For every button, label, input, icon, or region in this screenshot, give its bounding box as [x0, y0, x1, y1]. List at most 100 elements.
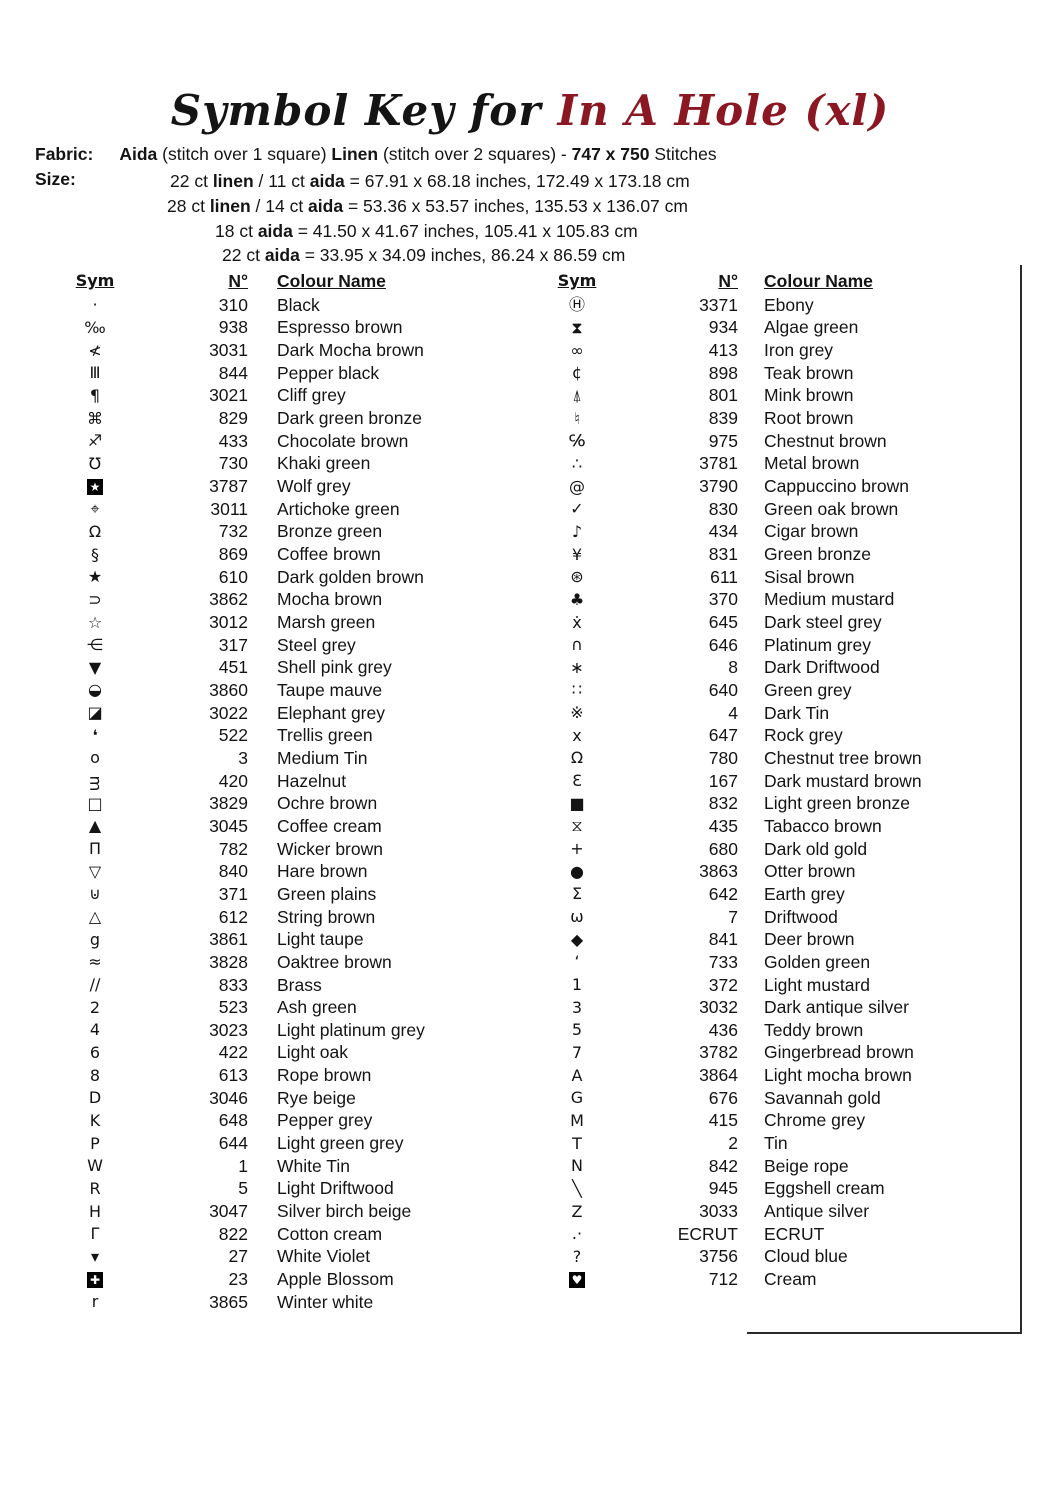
- thread-number: 3787: [209, 476, 248, 497]
- thread-number: 317: [218, 634, 248, 655]
- thread-number: 4: [728, 702, 738, 723]
- thread-number: 712: [708, 1269, 738, 1290]
- colour-name: White Tin: [277, 1155, 350, 1176]
- table-row: D 3046 Rye beige: [60, 1087, 540, 1110]
- table-row: ※ 4 Dark Tin: [542, 702, 1022, 725]
- stitch-symbol: ⍋: [572, 385, 582, 405]
- stitch-symbol: ‰: [84, 317, 106, 337]
- stitch-symbol: ▾: [90, 1246, 100, 1266]
- table-row: ∩ 646 Platinum grey: [542, 634, 1022, 657]
- thread-number: 1: [238, 1155, 248, 1176]
- table-row: ℅ 975 Chestnut brown: [542, 430, 1022, 453]
- table-row: □ 3829 Ochre brown: [60, 792, 540, 815]
- stitch-symbol: ♐: [87, 431, 103, 451]
- colour-name: Beige rope: [764, 1155, 849, 1176]
- stitch-symbol: ‘: [574, 952, 580, 972]
- colour-name: Teak brown: [764, 362, 854, 383]
- stitch-symbol: ◪: [87, 703, 103, 723]
- thread-number: 646: [708, 634, 738, 655]
- stitch-symbol: N: [571, 1156, 583, 1176]
- text-segment: aida: [309, 171, 345, 191]
- stitch-symbol: .·: [571, 1224, 583, 1244]
- thread-number: 644: [218, 1133, 248, 1154]
- stitch-symbol: 1: [571, 975, 583, 995]
- table-row: 8 613 Rope brown: [60, 1064, 540, 1087]
- inverse-stitch-symbol: ♥: [569, 1271, 585, 1288]
- thread-number: 645: [708, 612, 738, 633]
- colour-name: Espresso brown: [277, 317, 403, 338]
- inverse-stitch-symbol: ✚: [87, 1271, 103, 1288]
- thread-number: 3022: [209, 702, 248, 723]
- stitch-symbol: ╲: [572, 1178, 582, 1198]
- stitch-symbol: ∕∕: [89, 975, 101, 995]
- thread-number: 844: [218, 362, 248, 383]
- table-row: ∕∕ 833 Brass: [60, 974, 540, 997]
- colour-name: Apple Blossom: [277, 1269, 394, 1290]
- stitch-symbol: x: [572, 725, 582, 745]
- stitch-symbol: ∩: [571, 635, 583, 655]
- stitch-symbol: Π: [88, 839, 102, 859]
- text-segment: = 53.36 x 53.57 inches, 135.53 x 136.07 …: [343, 195, 688, 216]
- table-row: 2 523 Ash green: [60, 996, 540, 1019]
- table-row: ■ 832 Light green bronze: [542, 792, 1022, 815]
- table-row: ¥831 Green bronze: [542, 543, 1022, 566]
- stitch-symbol: ∗: [570, 657, 584, 677]
- table-row: ∷ 640 Green grey: [542, 679, 1022, 702]
- size-line: 22 ct aida = 33.95 x 34.09 inches, 86.24…: [222, 243, 690, 268]
- thread-number: 451: [218, 657, 248, 678]
- stitch-symbol: 5: [571, 1020, 583, 1040]
- stitch-symbol: g: [89, 929, 101, 949]
- text-segment: 22 ct: [170, 171, 213, 191]
- colour-name: Pepper grey: [277, 1110, 373, 1131]
- table-row: P 644 Light green grey: [60, 1132, 540, 1155]
- table-row: @3790 Cappuccino brown: [542, 475, 1022, 498]
- table-row: ‘ 733 Golden green: [542, 951, 1022, 974]
- stitch-symbol: A: [571, 1065, 583, 1085]
- thread-number: 839: [708, 408, 738, 429]
- stitch-symbol: Ω: [570, 748, 584, 768]
- table-row: ● 3863 Otter brown: [542, 860, 1022, 883]
- colour-name: Winter white: [277, 1291, 374, 1312]
- colour-name: Tabacco brown: [764, 815, 882, 836]
- thread-number: 647: [708, 725, 738, 746]
- table-row: ⧖ 435 Tabacco brown: [542, 815, 1022, 838]
- stitch-symbol: o: [90, 748, 100, 768]
- stitch-symbol: ᴟ: [89, 771, 101, 791]
- thread-number: 523: [218, 997, 248, 1018]
- colour-name: Black: [277, 294, 320, 315]
- colour-name: Coffee brown: [277, 544, 381, 565]
- header-colour-name: Colour Name: [764, 270, 873, 291]
- table-row: N 842 Beige rope: [542, 1155, 1022, 1178]
- stitch-symbol: T: [572, 1133, 582, 1153]
- table-row: ♥ 712 Cream: [542, 1268, 1022, 1291]
- colour-name: Cliff grey: [277, 385, 346, 406]
- stitch-symbol: M: [570, 1110, 584, 1130]
- thread-number: 413: [708, 340, 738, 361]
- thread-number: 732: [218, 521, 248, 542]
- text-segment: / 14 ct: [250, 195, 309, 216]
- table-row: Ⓗ 3371 Ebony: [542, 294, 1022, 317]
- thread-number: 680: [708, 838, 738, 859]
- title-prefix: Symbol Key for: [170, 86, 542, 135]
- table-border-vertical: [1020, 265, 1022, 1334]
- table-row: ◪ 3022 Elephant grey: [60, 702, 540, 725]
- stitch-symbol: ♪: [571, 521, 583, 541]
- stitch-symbol: ω: [570, 907, 584, 927]
- stitch-symbol: ♣: [569, 589, 585, 609]
- thread-number: 733: [708, 951, 738, 972]
- thread-number: 5: [238, 1178, 248, 1199]
- thread-number: 2: [728, 1133, 738, 1154]
- symbol-key-table-left: Sym N° Colour Name · 310 Black ‰ 938 Espresso br…: [60, 268, 540, 1314]
- table-row: ∞ 413 Iron grey: [542, 339, 1022, 362]
- stitch-symbol: ◆: [570, 929, 584, 949]
- thread-number: 3781: [699, 453, 738, 474]
- stitch-symbol: Ⅲ: [89, 363, 101, 383]
- colour-name: Earth grey: [764, 883, 845, 904]
- thread-number: 840: [218, 861, 248, 882]
- table-row: ω 7 Driftwood: [542, 906, 1022, 929]
- stitch-symbol: §: [91, 544, 99, 564]
- colour-name: Marsh green: [277, 612, 376, 633]
- thread-number: 869: [218, 544, 248, 565]
- table-row: § 869 Coffee brown: [60, 543, 540, 566]
- stitch-symbol: ≈: [88, 952, 102, 972]
